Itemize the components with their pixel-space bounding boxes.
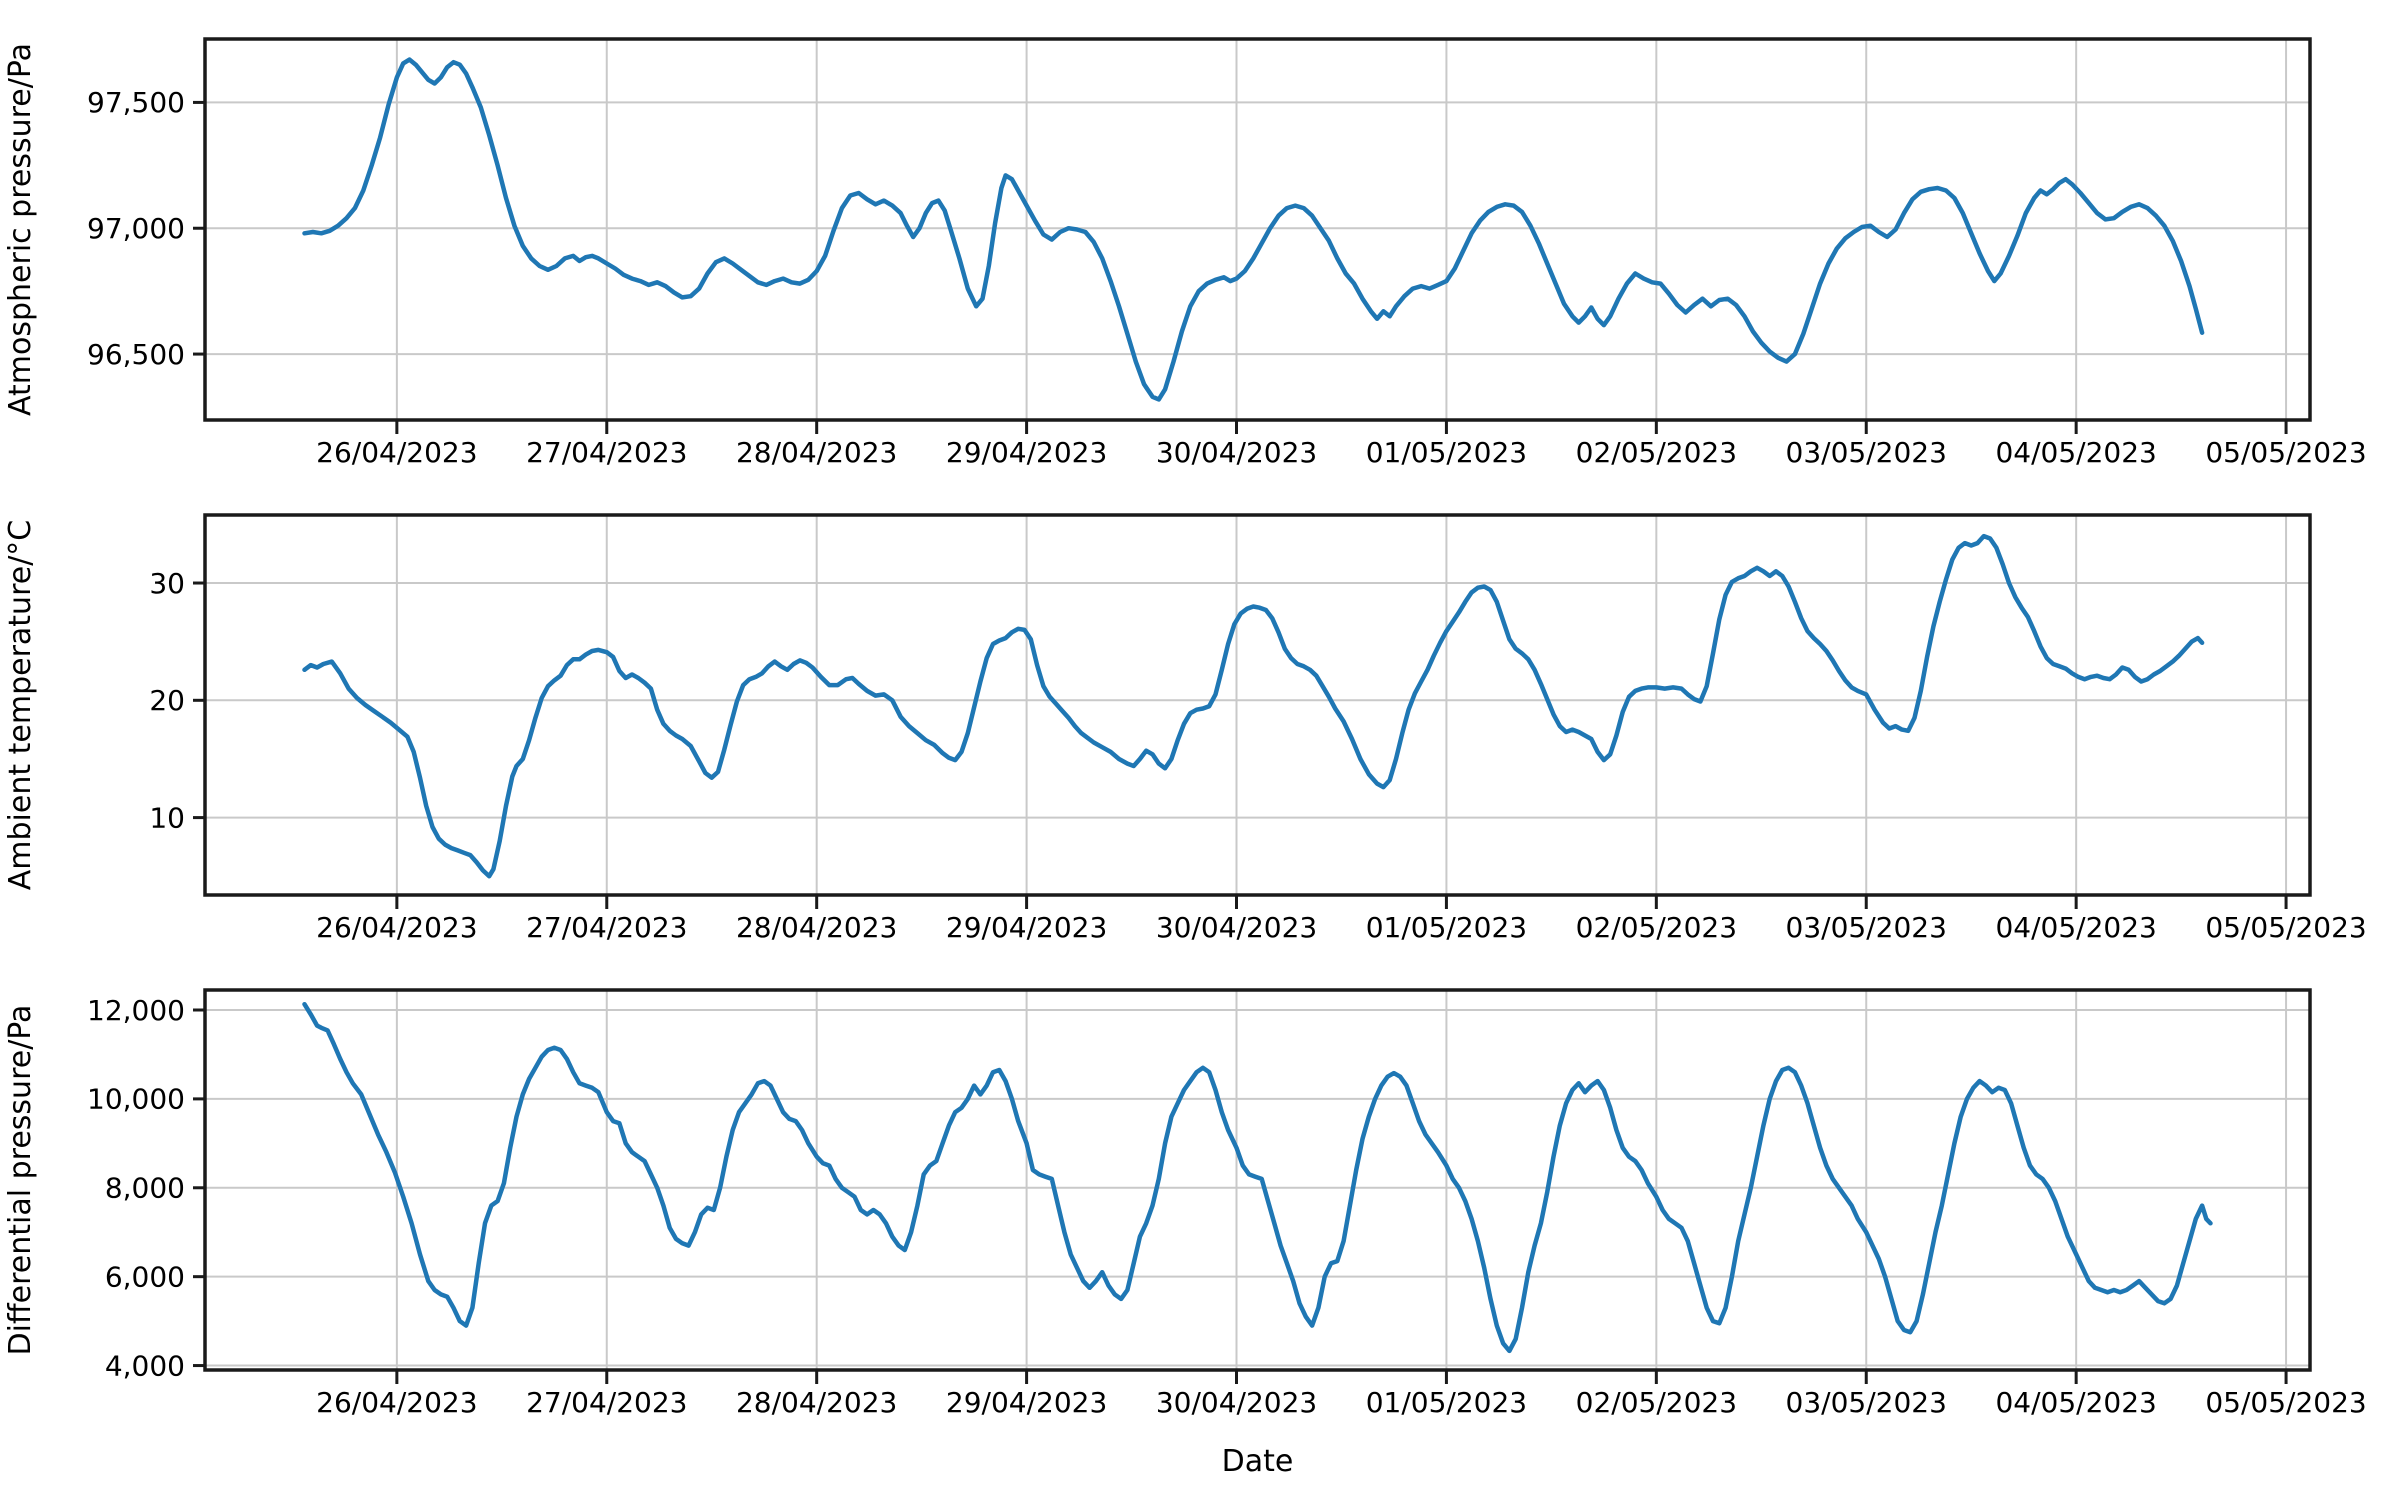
ambient-temperature-plot: 26/04/2023 27/04/2023 28/04/2023 29/04/2023… (0, 497, 2392, 972)
x-tick-label: 04/05/2023 (1995, 911, 2156, 944)
plot-border (203, 513, 2312, 897)
x-tick-label: 28/04/2023 (736, 436, 897, 469)
x-tick-label: 03/05/2023 (1786, 1386, 1947, 1419)
x-tick-label: 27/04/2023 (526, 911, 687, 944)
x-tick-label: 26/04/2023 (316, 1386, 477, 1419)
x-tick-label: 30/04/2023 (1156, 911, 1317, 944)
x-tick-label: 02/05/2023 (1576, 436, 1737, 469)
x-tick-label: 04/05/2023 (1995, 1386, 2156, 1419)
y-axis-title: Atmospheric pressure/Pa (3, 43, 38, 416)
x-tick-label: 05/05/2023 (2205, 911, 2366, 944)
y-tick-label: 10 (149, 801, 185, 834)
x-tick-label: 04/05/2023 (1995, 436, 2156, 469)
x-tick-label: 27/04/2023 (526, 436, 687, 469)
x-tick-label: 29/04/2023 (946, 911, 1107, 944)
x-tick-label: 01/05/2023 (1366, 436, 1527, 469)
x-tick-label: 01/05/2023 (1366, 1386, 1527, 1419)
x-tick-label: 01/05/2023 (1366, 911, 1527, 944)
x-tick-label: 29/04/2023 (946, 1386, 1107, 1419)
x-tick-label: 30/04/2023 (1156, 436, 1317, 469)
x-tick-label: 27/04/2023 (526, 1386, 687, 1419)
x-tick-label: 29/04/2023 (946, 436, 1107, 469)
x-tick-label: 03/05/2023 (1786, 436, 1947, 469)
data-line (302, 1001, 2213, 1354)
data-line (302, 57, 2205, 402)
plot-border (203, 988, 2312, 1372)
y-tick-label: 30 (149, 567, 185, 600)
y-axis-title: Ambient temperature/°C (3, 520, 38, 891)
y-tick-label: 10,000 (87, 1083, 185, 1116)
y-tick-label: 20 (149, 684, 185, 717)
x-tick-label: 05/05/2023 (2205, 436, 2366, 469)
x-tick-label: 26/04/2023 (316, 436, 477, 469)
y-tick-label: 96,500 (87, 338, 185, 371)
y-axis-title: Differential pressure/Pa (3, 1005, 38, 1356)
differential-pressure-plot: 26/04/2023 27/04/2023 28/04/2023 29/04/2023… (0, 972, 2392, 1493)
x-tick-label: 02/05/2023 (1576, 1386, 1737, 1419)
y-tick-label: 6,000 (105, 1260, 185, 1293)
data-line (302, 533, 2205, 879)
x-tick-label: 28/04/2023 (736, 1386, 897, 1419)
plot-background (0, 497, 2392, 972)
x-tick-label: 02/05/2023 (1576, 911, 1737, 944)
x-axis-title: Date (1222, 1444, 1294, 1479)
x-tick-label: 26/04/2023 (316, 911, 477, 944)
x-tick-label: 30/04/2023 (1156, 1386, 1317, 1419)
y-tick-label: 97,000 (87, 212, 185, 245)
y-tick-label: 97,500 (87, 86, 185, 119)
plot-background (0, 972, 2392, 1493)
y-tick-label: 8,000 (105, 1172, 185, 1205)
plot-background (0, 0, 2392, 497)
x-tick-label: 05/05/2023 (2205, 1386, 2366, 1419)
atmospheric-pressure-plot: 26/04/2023 27/04/2023 28/04/2023 29/04/2023… (0, 0, 2392, 497)
x-tick-label: 28/04/2023 (736, 911, 897, 944)
ambient-temperature-chart: 26/04/2023 27/04/2023 28/04/2023 29/04/2023… (0, 497, 2392, 972)
atmospheric-pressure-chart: 26/04/2023 27/04/2023 28/04/2023 29/04/2023… (0, 0, 2392, 497)
x-tick-label: 03/05/2023 (1786, 911, 1947, 944)
y-tick-label: 12,000 (87, 994, 185, 1027)
differential-pressure-chart: 26/04/2023 27/04/2023 28/04/2023 29/04/2023… (0, 972, 2392, 1493)
y-tick-label: 4,000 (105, 1349, 185, 1382)
plot-border (203, 37, 2312, 422)
